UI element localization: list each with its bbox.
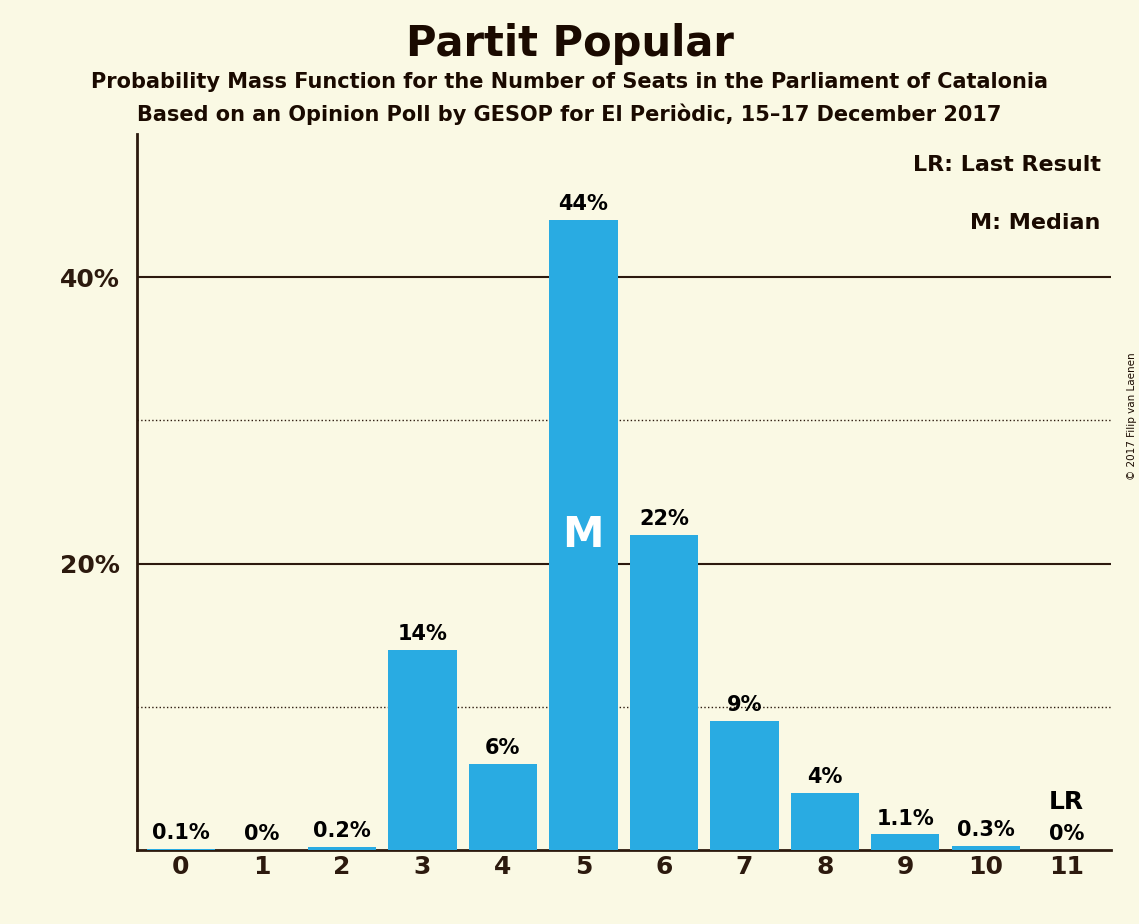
Bar bbox=[871, 834, 940, 850]
Text: 14%: 14% bbox=[398, 624, 448, 644]
Bar bbox=[388, 650, 457, 850]
Text: M: Median: M: Median bbox=[970, 213, 1100, 233]
Bar bbox=[549, 220, 617, 850]
Text: © 2017 Filip van Laenen: © 2017 Filip van Laenen bbox=[1126, 352, 1137, 480]
Text: 22%: 22% bbox=[639, 509, 689, 529]
Text: LR: Last Result: LR: Last Result bbox=[912, 155, 1100, 176]
Text: Based on an Opinion Poll by GESOP for El Periòdic, 15–17 December 2017: Based on an Opinion Poll by GESOP for El… bbox=[138, 103, 1001, 125]
Text: Partit Popular: Partit Popular bbox=[405, 23, 734, 65]
Text: 0.3%: 0.3% bbox=[957, 821, 1015, 840]
Text: 0.1%: 0.1% bbox=[153, 823, 210, 843]
Bar bbox=[308, 847, 376, 850]
Text: LR: LR bbox=[1049, 790, 1084, 814]
Text: 44%: 44% bbox=[558, 194, 608, 214]
Text: Probability Mass Function for the Number of Seats in the Parliament of Catalonia: Probability Mass Function for the Number… bbox=[91, 72, 1048, 92]
Text: 1.1%: 1.1% bbox=[876, 808, 934, 829]
Bar bbox=[790, 793, 859, 850]
Bar bbox=[468, 764, 538, 850]
Text: 0.2%: 0.2% bbox=[313, 821, 371, 842]
Text: 9%: 9% bbox=[727, 696, 762, 715]
Text: 6%: 6% bbox=[485, 738, 521, 759]
Bar bbox=[710, 722, 779, 850]
Bar bbox=[630, 535, 698, 850]
Bar bbox=[951, 845, 1021, 850]
Bar bbox=[147, 848, 215, 850]
Text: M: M bbox=[563, 514, 604, 556]
Text: 0%: 0% bbox=[244, 824, 279, 845]
Text: 4%: 4% bbox=[808, 767, 843, 787]
Text: 0%: 0% bbox=[1049, 824, 1084, 845]
